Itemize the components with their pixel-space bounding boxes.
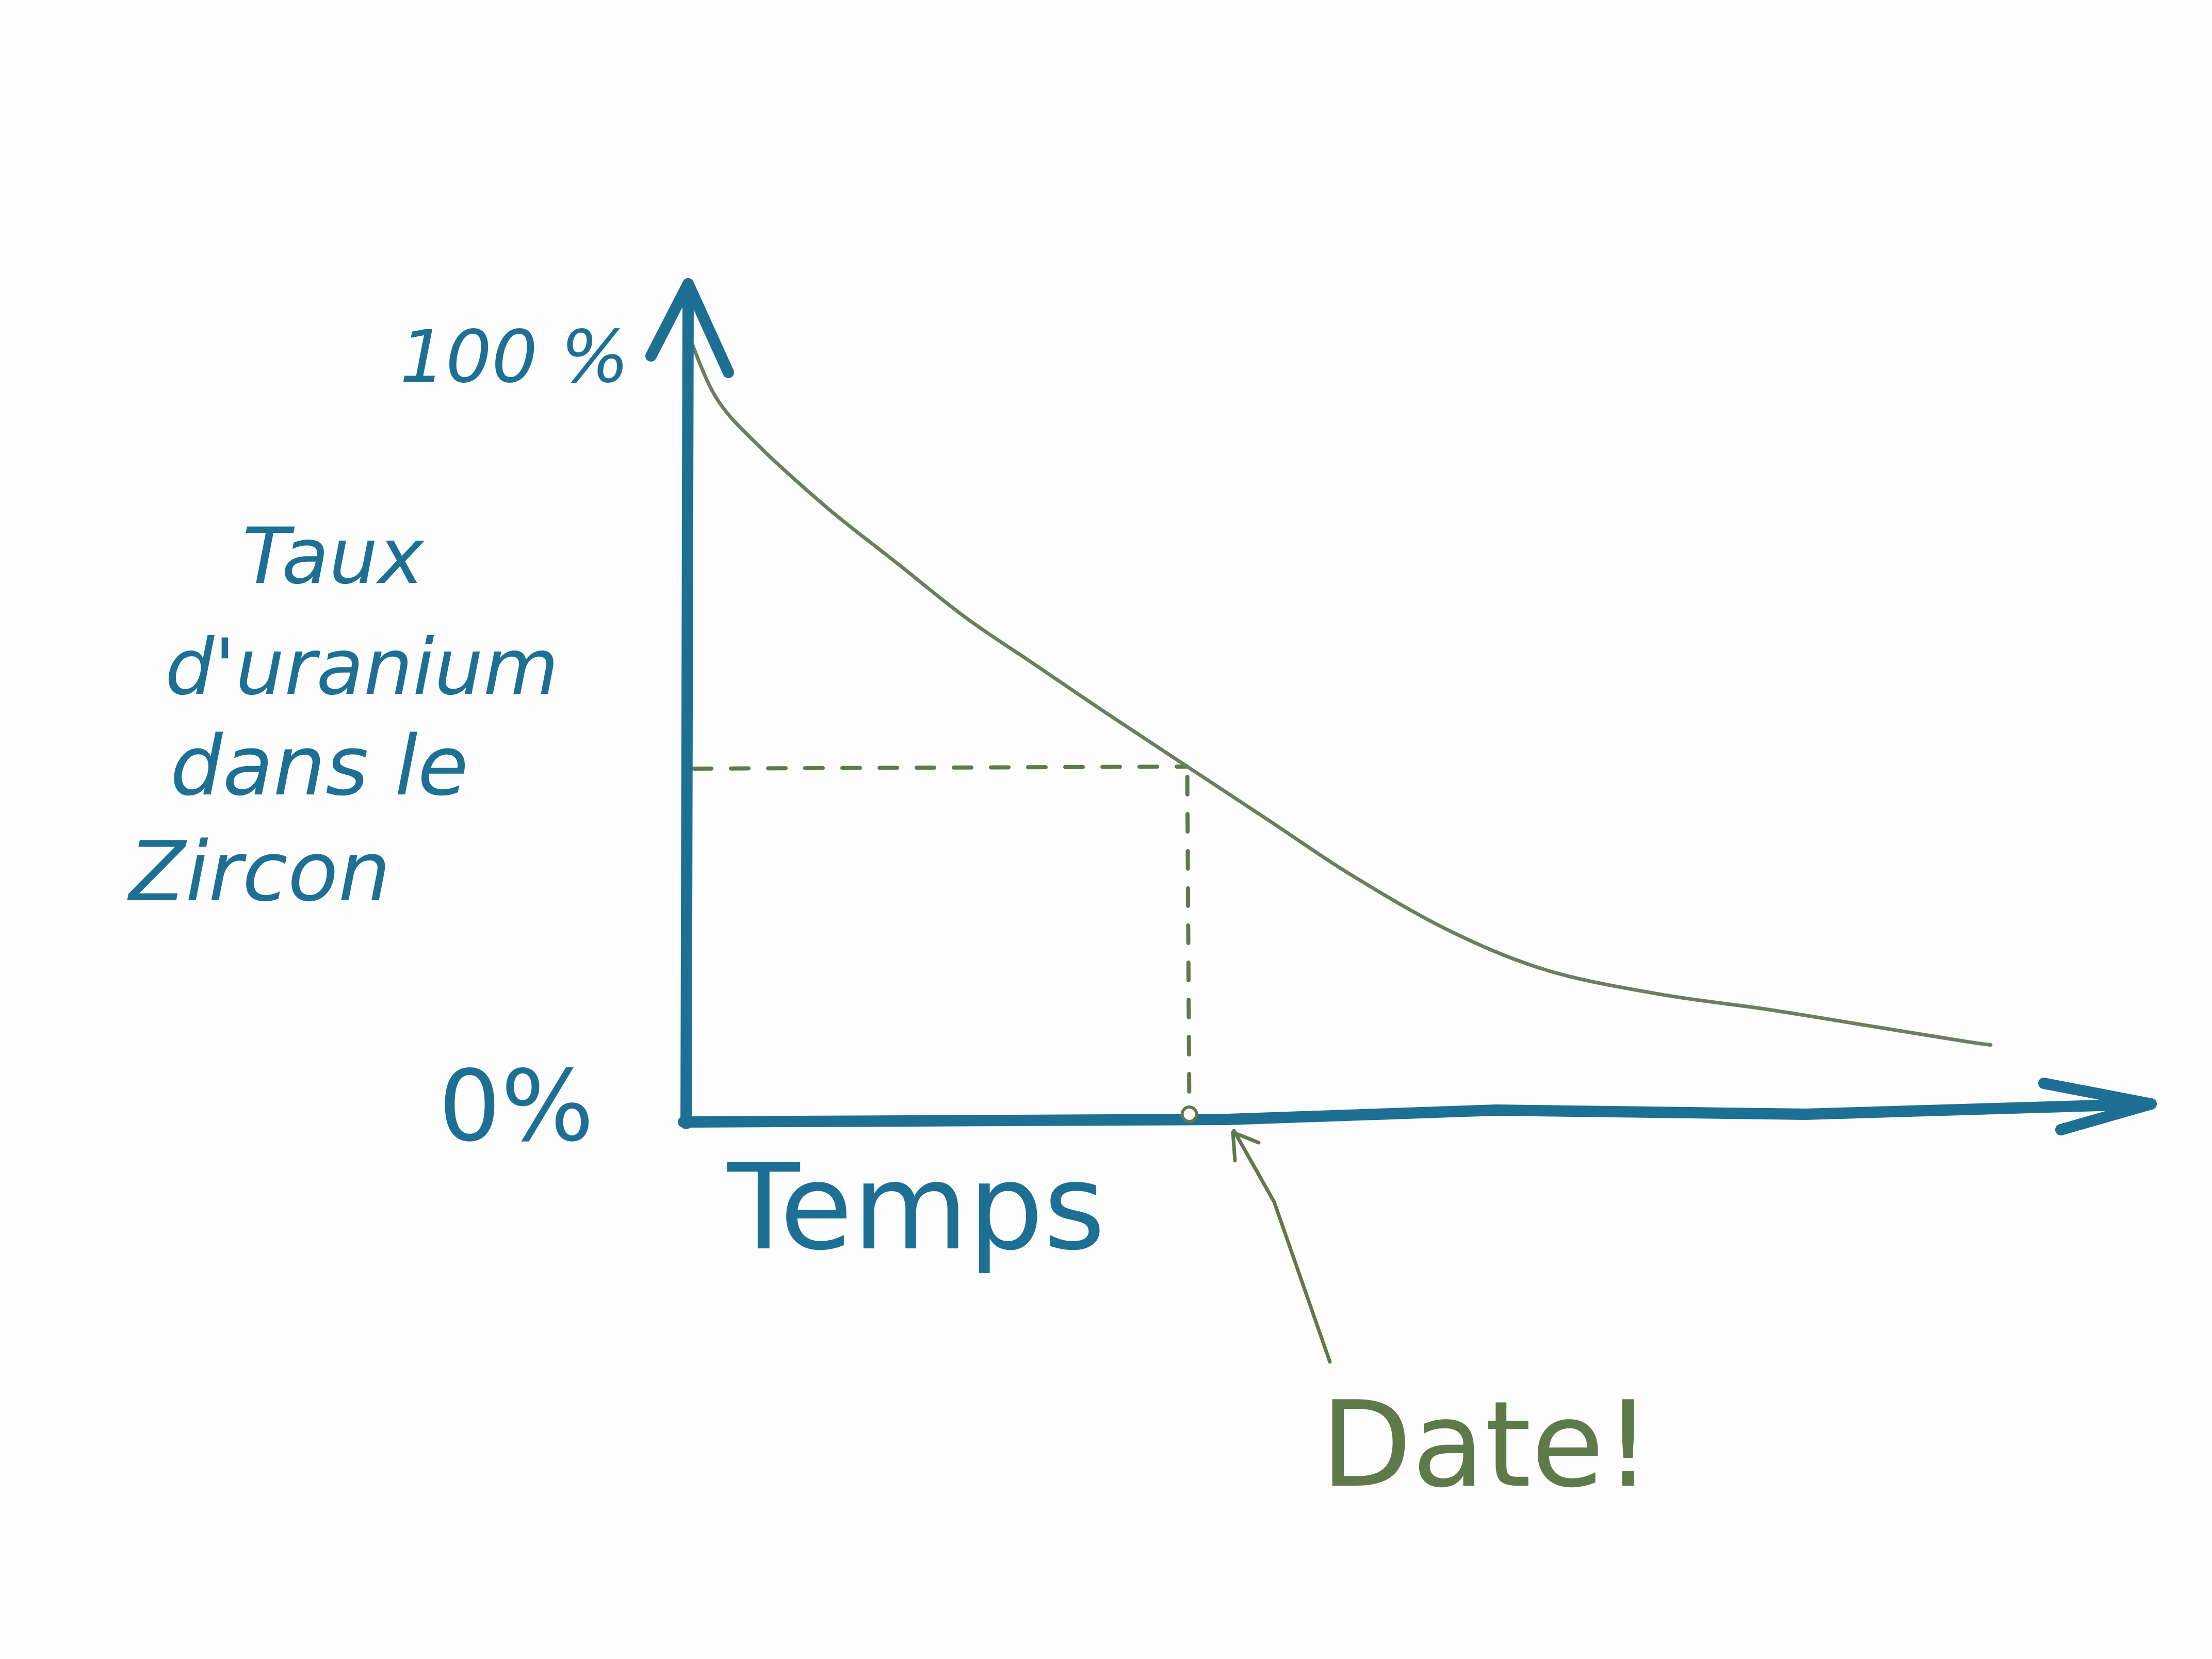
date-pointer-arrowhead — [1231, 1130, 1261, 1163]
y-axis-label-line-1: Taux — [242, 512, 425, 601]
x-axis — [678, 1098, 2157, 1128]
x-axis-label: Temps — [727, 1139, 1105, 1277]
date-marker-dot — [1180, 1105, 1198, 1123]
y-axis-label-line-3: dans le — [170, 718, 468, 814]
y-axis — [680, 283, 694, 1129]
y-tick-label-100: 100 % — [400, 315, 629, 399]
uranium-decay-curve — [687, 333, 1993, 1047]
horizontal-guide-line — [692, 765, 1190, 771]
y-axis-label-line-2: d'uranium — [165, 623, 559, 712]
y-tick-label-0: 0% — [438, 1049, 594, 1163]
x-axis-arrowhead — [2038, 1078, 2157, 1135]
y-axis-arrowhead — [645, 278, 734, 378]
y-axis-label-line-4: Zircon — [127, 823, 391, 920]
vertical-guide-line — [1185, 775, 1192, 1116]
date-annotation: Date! — [1321, 1376, 1652, 1514]
date-pointer-line — [1232, 1129, 1332, 1364]
